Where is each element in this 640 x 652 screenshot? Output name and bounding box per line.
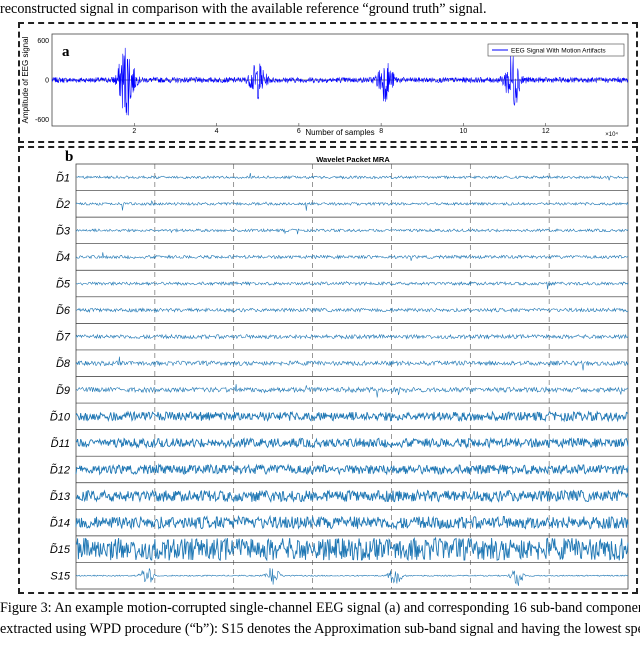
x-axis-label: Number of samples (305, 128, 374, 137)
subband-signal (75, 410, 629, 423)
mra-title: Wavelet Packet MRA (316, 155, 390, 164)
subband-label: D̃7 (56, 331, 71, 344)
subband-signal (75, 307, 629, 313)
subband-label: D̃11 (51, 437, 70, 450)
legend: EEG Signal With Motion Artifacts (487, 43, 625, 57)
subband-rows: D̃1 D̃2 D̃3 D̃4 D̃5 D̃6 D̃7 D̃8 D̃9 D̃10 D̃11 D̃12 D… (50, 171, 629, 586)
header-text: reconstructed signal in comparison with … (0, 1, 487, 17)
subband-signal (75, 228, 629, 235)
x-tick-group: 2 4 6 8 10 12 (132, 123, 550, 135)
panel-a: a 2 4 6 8 10 12 600 0 -600 Amplitude of EEG sig… (18, 22, 638, 143)
subband-label: S15 (50, 571, 70, 583)
x-tick-label: 2 (132, 128, 136, 135)
legend-label: EEG Signal With Motion Artifacts (511, 48, 606, 55)
subband-label: D̃10 (50, 410, 71, 423)
eeg-series-line (51, 47, 629, 116)
caption-line-1: Figure 3: An example motion-corrupted si… (0, 600, 640, 616)
subband-signal (76, 173, 629, 181)
panel-a-chart: 2 4 6 8 10 12 600 0 -600 Amplitude of EEG signa… (21, 33, 629, 138)
x-tick-label: 4 (215, 128, 219, 135)
subband-signal (75, 567, 629, 586)
subband-label: D̃6 (56, 304, 71, 317)
subband-signal (75, 384, 629, 398)
y-tick-label: -600 (35, 117, 49, 124)
subband-signal (75, 281, 629, 290)
panel-b-chart: Wavelet Packet MRA D̃1 D̃2 D̃3 D̃4 D̃5 D̃6 D̃7… (50, 155, 629, 590)
panel-a-label: a (62, 44, 70, 60)
x-tick-label: 6 (297, 128, 301, 135)
subband-label: D̃15 (50, 543, 71, 556)
subband-label: D̃3 (56, 224, 71, 237)
panel-b-label: b (65, 149, 74, 165)
subband-label: D̃5 (56, 278, 71, 291)
subband-label: D̃8 (56, 357, 71, 370)
subband-signal (75, 252, 629, 261)
y-tick-group: 600 0 -600 (35, 38, 49, 124)
caption-line-2: extracted using WPD procedure (“b”): S15… (0, 621, 640, 637)
subband-label: D̃12 (50, 463, 70, 476)
subband-label: D̃2 (56, 198, 70, 211)
subband-signal (75, 514, 629, 531)
y-tick-label: 0 (45, 78, 49, 85)
subband-label: D̃4 (56, 251, 70, 264)
panel-b: b Wavelet Packet MRA D̃1 D̃2 D̃3 D̃4 D̃5 D̃6 D… (18, 146, 638, 594)
subband-label: D̃14 (50, 517, 70, 530)
subband-label: D̃13 (50, 490, 71, 503)
subband-signal (75, 356, 629, 371)
x-tick-label: 8 (379, 128, 383, 135)
subband-signal (75, 536, 629, 562)
subband-signal (75, 200, 629, 211)
y-tick-label: 600 (37, 38, 49, 45)
x-tick-label: 12 (542, 128, 550, 135)
x-exponent: ×10⁴ (605, 131, 618, 138)
subband-signal (76, 488, 629, 504)
subband-label: D̃1 (56, 171, 70, 184)
x-tick-label: 10 (460, 128, 468, 135)
y-axis-label: Amplitude of EEG signal (21, 36, 30, 123)
subband-signal (75, 463, 629, 476)
subband-signal (75, 333, 629, 340)
subband-signal (75, 436, 629, 449)
subband-label: D̃9 (56, 384, 70, 397)
figure-caption: Figure 3: An example motion-corrupted si… (0, 598, 640, 640)
